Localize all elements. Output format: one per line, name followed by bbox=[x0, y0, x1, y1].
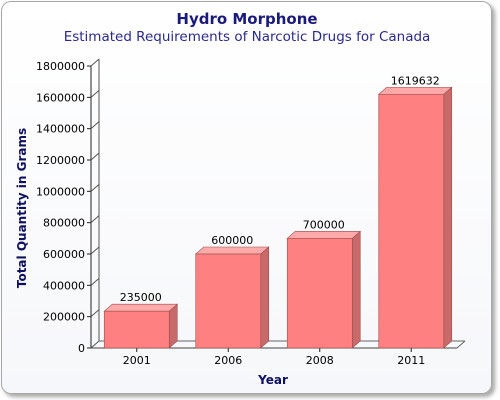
labels: 0 200000 400000 600000 800000 1000000 1200000 1… bbox=[36, 60, 440, 367]
bar-front bbox=[378, 93, 445, 349]
data-label: 600000 bbox=[211, 234, 253, 247]
bar-top bbox=[377, 86, 453, 95]
x-axis-title: Year bbox=[257, 373, 288, 387]
y-tick-label: 1800000 bbox=[36, 60, 85, 73]
bar-front bbox=[286, 238, 353, 349]
y-tick-depth bbox=[90, 246, 100, 255]
y-tick-label: 0 bbox=[78, 342, 85, 355]
bar-top bbox=[194, 246, 270, 255]
x-tick-label: 2001 bbox=[123, 354, 151, 367]
bar-front bbox=[195, 253, 262, 349]
bar-side bbox=[443, 86, 453, 349]
data-label: 1619632 bbox=[391, 74, 440, 87]
floor-right-edge bbox=[456, 340, 466, 349]
x-tick-label: 2008 bbox=[306, 354, 334, 367]
bar bbox=[103, 303, 179, 349]
data-label: 235000 bbox=[120, 291, 162, 304]
bars bbox=[103, 86, 453, 349]
chart-frame: Hydro Morphone Estimated Requirements of… bbox=[1, 1, 492, 394]
y-tick-label: 1000000 bbox=[36, 185, 85, 198]
y-tick-depth bbox=[90, 277, 100, 286]
chart-title: Hydro Morphone bbox=[176, 10, 317, 28]
y-tick-depth bbox=[90, 58, 100, 67]
y-axis-title: Total Quantity in Grams bbox=[15, 128, 29, 288]
bar-chart: Hydro Morphone Estimated Requirements of… bbox=[15, 10, 466, 387]
bar-top bbox=[286, 231, 362, 239]
y-tick-depth bbox=[90, 309, 100, 318]
bar bbox=[377, 86, 453, 349]
y-tick-depth bbox=[90, 215, 100, 224]
bar-side bbox=[168, 303, 178, 349]
bar-top bbox=[103, 303, 179, 312]
x-tick-label: 2006 bbox=[214, 354, 242, 367]
bar-front bbox=[103, 310, 170, 349]
y-tick-depth bbox=[90, 340, 100, 349]
y-tick-label: 600000 bbox=[43, 248, 85, 261]
y-tick-depth bbox=[90, 121, 100, 130]
y-tick-label: 200000 bbox=[43, 311, 85, 324]
data-label: 700000 bbox=[303, 218, 345, 231]
y-tick-label: 1400000 bbox=[36, 123, 85, 136]
y-tick-label: 400000 bbox=[43, 279, 85, 292]
y-tick-label: 800000 bbox=[43, 217, 85, 230]
y-tick-depth bbox=[90, 89, 100, 98]
y-tick-depth bbox=[90, 152, 100, 161]
x-tick-label: 2011 bbox=[397, 354, 425, 367]
chart-subtitle: Estimated Requirements of Narcotic Drugs… bbox=[64, 29, 431, 45]
y-tick-label: 1200000 bbox=[36, 154, 85, 167]
y-tick-depth bbox=[90, 183, 100, 192]
bar bbox=[286, 230, 362, 349]
y-tick-label: 1600000 bbox=[36, 91, 85, 104]
bar-side bbox=[260, 246, 270, 349]
bar bbox=[194, 246, 270, 349]
bar-side bbox=[351, 230, 361, 349]
